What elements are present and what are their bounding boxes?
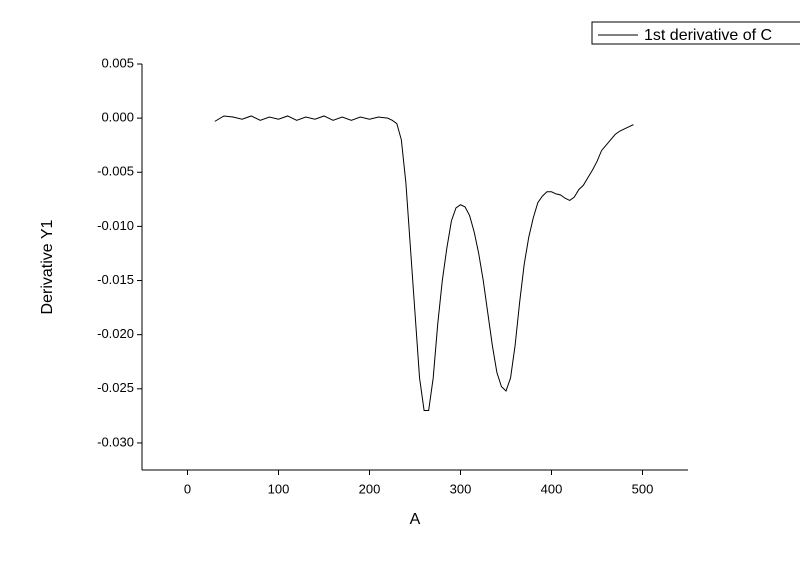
- data-line: [214, 115, 634, 411]
- y-tick-label: -0.015: [97, 272, 134, 287]
- y-tick-label: -0.030: [97, 434, 134, 449]
- y-tick-label: -0.005: [97, 164, 134, 179]
- x-tick-label: 100: [268, 481, 290, 496]
- x-tick-label: 300: [450, 481, 472, 496]
- y-axis-label: Derivative Y1: [39, 219, 56, 314]
- y-tick-label: 0.000: [101, 110, 134, 125]
- y-tick-label: 0.005: [101, 55, 134, 70]
- x-tick-label: 500: [632, 481, 654, 496]
- y-tick-label: -0.020: [97, 326, 134, 341]
- x-tick-label: 0: [184, 481, 191, 496]
- x-axis-label: A: [410, 511, 421, 528]
- x-tick-label: 400: [541, 481, 563, 496]
- x-tick-label: 200: [359, 481, 381, 496]
- legend-box: [591, 21, 800, 45]
- y-tick-label: -0.010: [97, 218, 134, 233]
- legend-label: 1st derivative of C: [644, 27, 772, 44]
- y-tick-label: -0.025: [97, 380, 134, 395]
